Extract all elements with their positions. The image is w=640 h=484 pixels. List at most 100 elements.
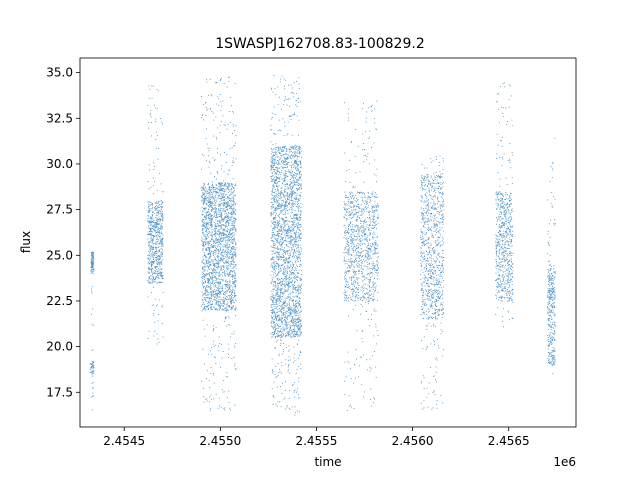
- data-point: [283, 274, 284, 276]
- data-point: [210, 297, 212, 299]
- data-point: [158, 216, 160, 218]
- data-point: [292, 200, 294, 202]
- data-point: [285, 277, 287, 279]
- data-point: [292, 264, 294, 266]
- data-point: [293, 263, 295, 265]
- data-point: [221, 238, 222, 240]
- data-point: [149, 227, 151, 229]
- data-point: [297, 216, 299, 218]
- data-point: [231, 203, 232, 205]
- data-point: [207, 307, 209, 309]
- data-point: [231, 275, 233, 277]
- data-point: [154, 121, 156, 123]
- data-point: [290, 167, 292, 169]
- data-point: [229, 207, 231, 209]
- data-point: [204, 269, 206, 271]
- data-point: [156, 275, 158, 277]
- data-point: [235, 277, 237, 279]
- data-point: [273, 165, 274, 167]
- data-point: [202, 187, 204, 189]
- data-point: [234, 282, 236, 284]
- data-point: [226, 296, 227, 298]
- data-point: [91, 253, 93, 255]
- data-point: [216, 192, 218, 194]
- data-point: [203, 242, 205, 244]
- data-point: [231, 239, 233, 241]
- data-point: [213, 229, 215, 231]
- data-point: [226, 209, 228, 211]
- data-point: [228, 306, 230, 308]
- data-point: [92, 265, 94, 267]
- data-point: [214, 276, 216, 278]
- data-point: [234, 292, 236, 294]
- data-point: [160, 248, 162, 250]
- data-point: [281, 365, 283, 367]
- data-point: [219, 307, 221, 309]
- data-point: [276, 186, 278, 187]
- data-point: [208, 286, 210, 287]
- data-point: [275, 193, 277, 195]
- data-point: [272, 262, 274, 264]
- data-point: [152, 203, 153, 205]
- data-point: [208, 253, 210, 254]
- data-point: [152, 238, 154, 240]
- data-point: [296, 311, 298, 312]
- data-point: [286, 326, 288, 328]
- data-point: [218, 299, 220, 301]
- data-point: [275, 238, 277, 240]
- data-point: [296, 187, 297, 189]
- data-point: [273, 133, 275, 134]
- data-point: [275, 133, 277, 135]
- data-point: [90, 270, 92, 272]
- data-point: [215, 252, 217, 254]
- data-point: [270, 128, 272, 130]
- data-point: [287, 197, 288, 199]
- data-point: [211, 229, 213, 231]
- data-point: [210, 287, 212, 289]
- data-point: [220, 303, 222, 304]
- data-point: [212, 269, 214, 271]
- data-point: [156, 282, 158, 284]
- data-point: [280, 190, 282, 192]
- data-point: [215, 187, 217, 189]
- data-point: [205, 260, 207, 262]
- data-point: [272, 211, 274, 213]
- data-point: [204, 199, 206, 200]
- data-point: [204, 281, 206, 283]
- data-point: [157, 247, 159, 249]
- data-point: [201, 261, 203, 263]
- data-point: [206, 306, 208, 308]
- data-point: [211, 218, 213, 220]
- data-point: [214, 191, 216, 193]
- data-point: [209, 249, 211, 251]
- data-point: [151, 214, 153, 215]
- data-point: [291, 161, 292, 163]
- data-point: [298, 176, 300, 178]
- data-point: [155, 272, 157, 274]
- data-point: [288, 84, 290, 86]
- data-point: [217, 281, 219, 283]
- data-point: [214, 250, 215, 252]
- data-point: [158, 90, 159, 92]
- data-point: [299, 224, 301, 226]
- data-point: [208, 266, 210, 267]
- data-point: [148, 205, 150, 207]
- data-point: [213, 289, 215, 291]
- data-point: [282, 210, 283, 212]
- data-point: [214, 196, 216, 198]
- data-point: [279, 265, 281, 267]
- data-point: [202, 282, 204, 284]
- data-point: [299, 152, 301, 154]
- data-point: [149, 269, 151, 271]
- data-point: [228, 235, 230, 237]
- data-point: [235, 369, 237, 371]
- data-point: [161, 306, 163, 308]
- data-point: [294, 274, 296, 276]
- data-point: [202, 308, 204, 310]
- data-point: [230, 185, 232, 187]
- data-point: [275, 93, 277, 95]
- data-point: [205, 160, 207, 162]
- data-point: [294, 221, 296, 223]
- data-point: [282, 242, 284, 244]
- data-point: [280, 270, 282, 272]
